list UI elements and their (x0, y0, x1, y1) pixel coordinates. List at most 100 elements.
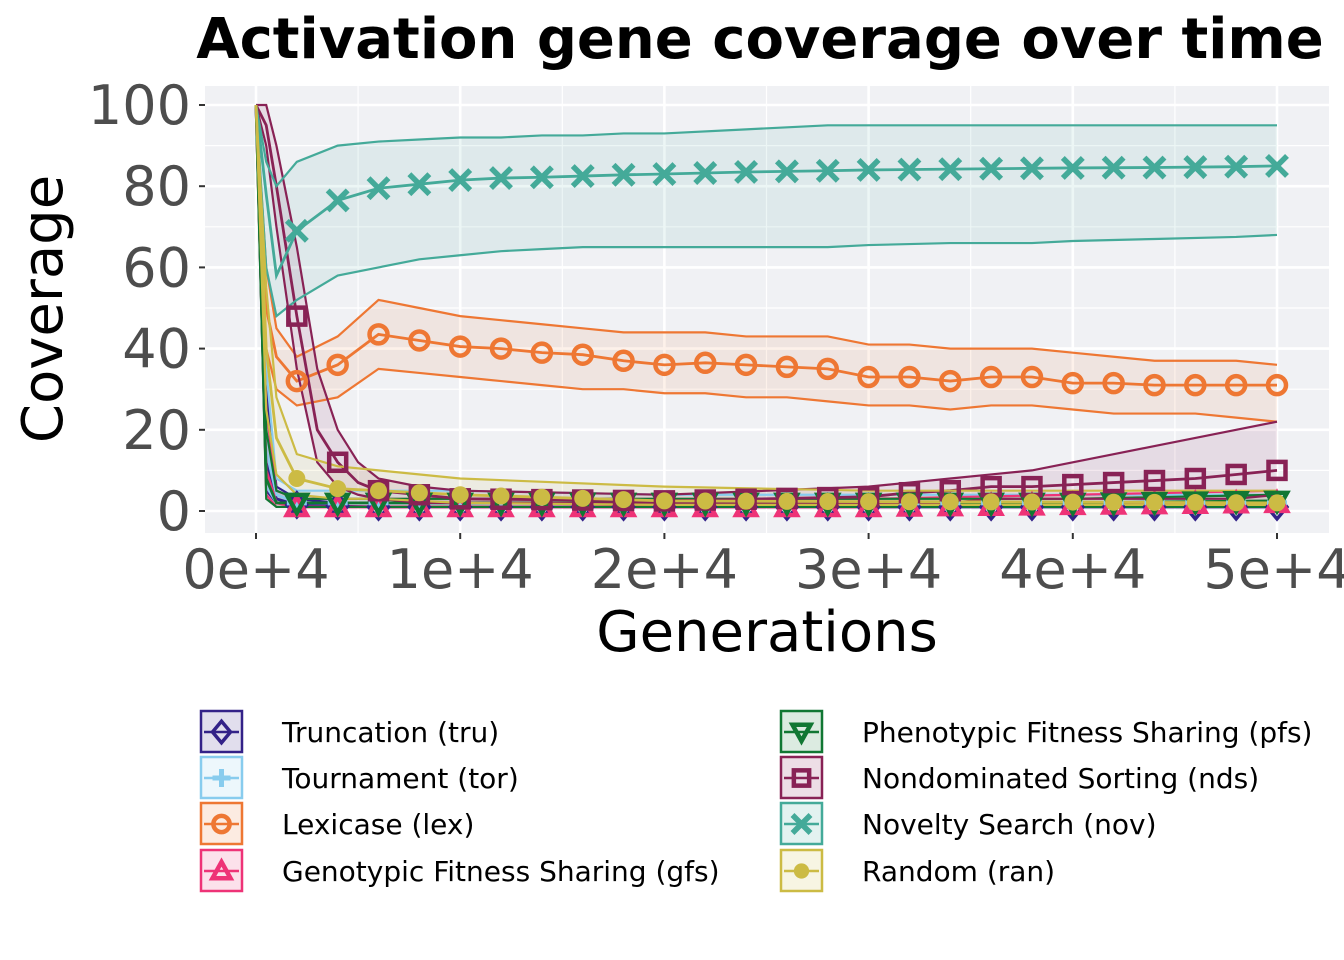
x-tick-label: 3e+4 (795, 538, 942, 601)
legend-key-marker (793, 863, 810, 879)
marker-lexicase-lex (979, 365, 1003, 389)
legend: Truncation (tru) Tournament (tor) Lexicase… (199, 709, 1312, 893)
marker-novelty-search-nov (652, 162, 677, 186)
marker-novelty-search-nov (1101, 155, 1126, 180)
axis-ticks: 0 20 40 60 80 100 0e+4 1e+4 2e+4 3e+4 4e+4 5e+4 (88, 74, 1344, 601)
marker-novelty-search-nov (1265, 153, 1289, 178)
legend-label: Phenotypic Fitness Sharing (pfs) (862, 716, 1312, 749)
marker-random-ran (982, 493, 1000, 511)
line-nondominated-sorting-nds (254, 104, 1278, 503)
marker-lexicase-lex (1265, 373, 1289, 397)
legend-key-marker (211, 813, 232, 835)
marker-novelty-search-nov (489, 166, 513, 191)
marker-lexicase-lex (1184, 373, 1207, 397)
marker-novelty-search-nov (407, 172, 432, 197)
legend-label: Novelty Search (nov) (862, 808, 1157, 841)
marker-random-ran (737, 492, 755, 510)
marker-nondominated-sorting-nds (1184, 467, 1207, 490)
marker-random-ran (451, 486, 469, 504)
legend-label: Lexicase (lex) (282, 808, 474, 841)
marker-nondominated-sorting-nds (1062, 473, 1084, 496)
lower-bound-novelty-search-nov (254, 104, 1278, 319)
grid-lines (205, 86, 1329, 533)
marker-random-ran (410, 484, 428, 502)
marker-lexicase-lex (1224, 373, 1248, 397)
legend-item-genotypic-fitness-sharing-gfs: Genotypic Fitness Sharing (gfs) (199, 848, 720, 893)
marker-random-ran (1268, 494, 1286, 512)
marker-random-ran (778, 492, 796, 510)
marker-lexicase-lex (1102, 371, 1125, 395)
legend-item-novelty-search-nov: Novelty Search (nov) (779, 801, 1157, 846)
marker-random-ran (1227, 494, 1245, 512)
marker-random-ran (574, 489, 592, 507)
marker-random-ran (288, 470, 306, 488)
marker-lexicase-lex (734, 353, 758, 377)
marker-random-ran (329, 480, 347, 498)
marker-novelty-search-nov (570, 164, 595, 188)
marker-novelty-search-nov (611, 162, 636, 187)
marker-lexicase-lex (367, 323, 390, 346)
y-tick-label: 40 (122, 318, 191, 381)
marker-novelty-search-nov (448, 168, 473, 193)
marker-random-ran (492, 487, 510, 505)
legend-label: Genotypic Fitness Sharing (gfs) (282, 855, 720, 888)
marker-lexicase-lex (571, 343, 594, 366)
y-tick-label: 0 (157, 480, 191, 543)
marker-novelty-search-nov (1183, 155, 1208, 180)
legend-label: Tournament (tor) (281, 762, 519, 795)
marker-nondominated-sorting-nds (1143, 469, 1166, 492)
marker-lexicase-lex (1020, 365, 1044, 389)
legend-item-random-ran: Random (ran) (779, 848, 1055, 893)
marker-random-ran (1023, 493, 1041, 511)
series-markers (283, 153, 1291, 522)
marker-lexicase-lex (530, 341, 554, 364)
y-tick-label: 80 (122, 155, 191, 218)
marker-random-ran (370, 482, 388, 500)
marker-random-ran (696, 492, 714, 510)
marker-random-ran (819, 492, 837, 510)
marker-novelty-search-nov (325, 188, 350, 213)
marker-novelty-search-nov (1142, 155, 1167, 180)
marker-lexicase-lex (448, 335, 472, 358)
y-axis-title: Coverage (11, 175, 76, 443)
legend-key-marker (788, 722, 815, 746)
band-novelty-search-nov (256, 105, 1277, 317)
y-tick-label: 100 (88, 74, 191, 137)
legend-key-marker (790, 813, 813, 835)
marker-random-ran (655, 492, 673, 510)
marker-novelty-search-nov (529, 165, 554, 190)
line-lexicase-lex (254, 104, 1277, 387)
x-tick-label: 5e+4 (1203, 538, 1344, 601)
marker-lexicase-lex (1143, 373, 1166, 397)
marker-lexicase-lex (408, 329, 431, 352)
marker-lexicase-lex (857, 365, 880, 389)
legend-key-marker (208, 857, 235, 881)
legend-label: Nondominated Sorting (nds) (862, 762, 1259, 795)
chart-title: Activation gene coverage over time (196, 7, 1324, 72)
marker-novelty-search-nov (897, 157, 922, 182)
legend-item-tournament-tor: Tournament (tor) (199, 755, 519, 800)
marker-lexicase-lex (898, 365, 921, 389)
legend-item-phenotypic-fitness-sharing-pfs: Phenotypic Fitness Sharing (pfs) (779, 709, 1312, 754)
marker-nondominated-sorting-nds (286, 305, 308, 327)
legend-key-marker (212, 769, 231, 787)
marker-random-ran (1186, 494, 1204, 512)
x-tick-label: 2e+4 (591, 538, 738, 601)
marker-lexicase-lex (489, 337, 513, 360)
lower-bound-nondominated-sorting-nds (254, 104, 1278, 504)
marker-novelty-search-nov (284, 218, 309, 243)
x-tick-label: 0e+4 (182, 538, 329, 601)
marker-novelty-search-nov (815, 158, 840, 183)
marker-lexicase-lex (653, 353, 676, 377)
marker-random-ran (900, 493, 918, 511)
marker-random-ran (615, 491, 633, 509)
marker-lexicase-lex (1061, 371, 1085, 395)
legend-key-marker (210, 718, 233, 746)
marker-lexicase-lex (326, 353, 349, 377)
x-tick-label: 1e+4 (387, 538, 534, 601)
upper-bound-lexicase-lex (254, 104, 1278, 366)
marker-nondominated-sorting-nds (1266, 459, 1288, 482)
marker-lexicase-lex (816, 357, 840, 381)
marker-novelty-search-nov (366, 176, 391, 201)
